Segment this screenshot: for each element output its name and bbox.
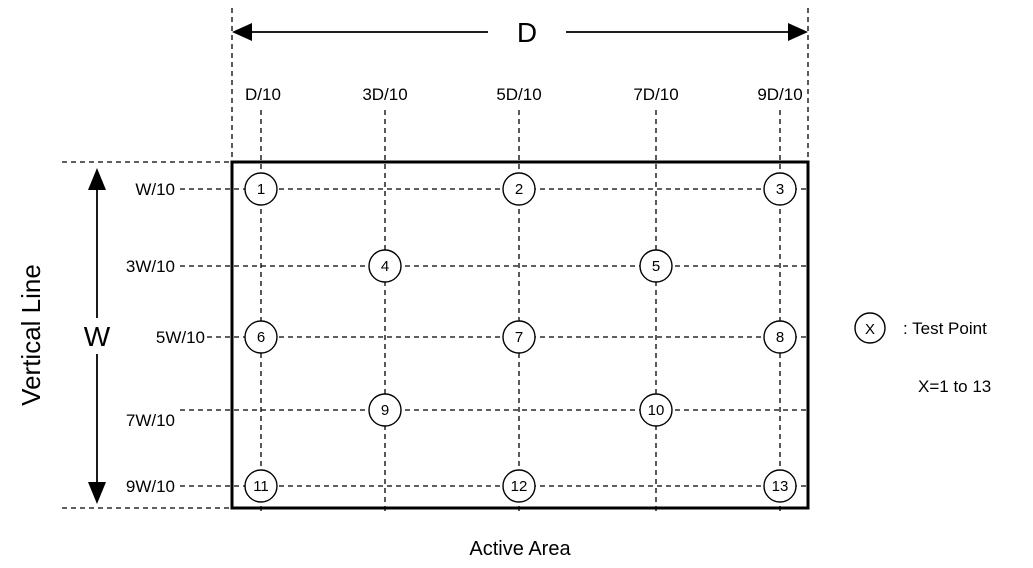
test-point-label: 11 bbox=[253, 478, 269, 495]
test-point-circle bbox=[763, 172, 797, 206]
grid-labels: D/10 3D/10 5D/10 7D/10 9D/10 W/10 3W/10 5W/10 7W… bbox=[126, 85, 803, 496]
test-point-label: 6 bbox=[257, 329, 265, 346]
legend: X : Test Point X=1 to 13 bbox=[854, 312, 991, 396]
test-point-circle bbox=[763, 469, 797, 503]
d-arrow-right-head bbox=[788, 23, 808, 41]
test-point-circle bbox=[502, 320, 536, 354]
test-point-circle bbox=[244, 172, 278, 206]
legend-range: X=1 to 13 bbox=[918, 377, 991, 396]
test-point-label: 1 bbox=[257, 181, 265, 198]
test-point-label: 4 bbox=[381, 258, 389, 275]
test-point-circle bbox=[368, 249, 402, 283]
test-point-circle bbox=[502, 469, 536, 503]
d-arrow-left-head bbox=[232, 23, 252, 41]
w-arrow-top-head bbox=[88, 168, 106, 190]
test-point-circle bbox=[639, 249, 673, 283]
row-label: 3W/10 bbox=[126, 257, 175, 276]
row-label: 7W/10 bbox=[126, 411, 175, 430]
legend-symbol-label: X bbox=[865, 321, 875, 338]
column-label: 7D/10 bbox=[633, 85, 678, 104]
test-point-label: 3 bbox=[776, 181, 784, 198]
column-label: 9D/10 bbox=[757, 85, 802, 104]
grid-lines bbox=[180, 110, 808, 512]
test-point-label: 8 bbox=[776, 329, 784, 346]
row-label: W/10 bbox=[135, 180, 175, 199]
test-point-circle bbox=[244, 469, 278, 503]
active-area-frame bbox=[230, 160, 810, 510]
test-point-label: 13 bbox=[772, 478, 789, 495]
legend-symbol-circle bbox=[854, 312, 886, 344]
d-dimension-label: D bbox=[517, 17, 537, 48]
test-point-label: 12 bbox=[511, 478, 528, 495]
test-point-circle bbox=[368, 393, 402, 427]
w-dimension-label: W bbox=[84, 321, 111, 352]
test-point-label: 10 bbox=[648, 402, 665, 419]
active-area-label: Active Area bbox=[469, 538, 571, 560]
vertical-line-label: Vertical Line bbox=[16, 264, 46, 406]
w-arrow-bottom-head bbox=[88, 482, 106, 504]
row-label: 5W/10 bbox=[156, 328, 205, 347]
column-label: D/10 bbox=[245, 85, 281, 104]
test-point-circle bbox=[763, 320, 797, 354]
test-point-circle bbox=[639, 393, 673, 427]
legend-text: : Test Point bbox=[903, 319, 987, 338]
test-point-label: 5 bbox=[652, 258, 660, 275]
test-point-circle bbox=[244, 320, 278, 354]
test-point-label: 2 bbox=[515, 181, 523, 198]
column-label: 3D/10 bbox=[362, 85, 407, 104]
test-point-circle bbox=[502, 172, 536, 206]
test-point-label: 7 bbox=[515, 329, 523, 346]
test-point-label: 9 bbox=[381, 402, 389, 419]
row-label: 9W/10 bbox=[126, 477, 175, 496]
column-label: 5D/10 bbox=[496, 85, 541, 104]
